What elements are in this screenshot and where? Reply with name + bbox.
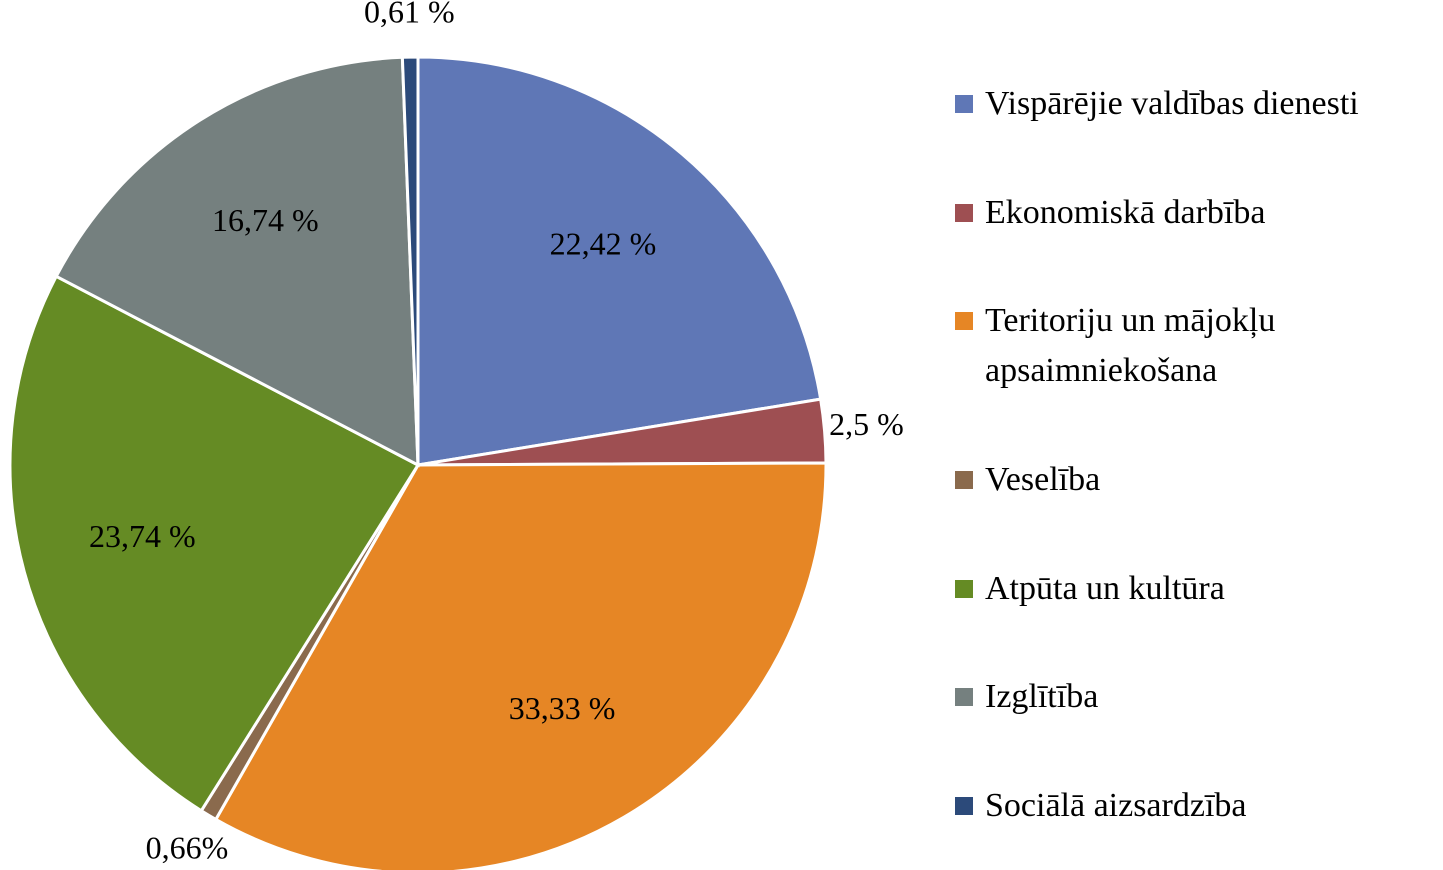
legend-item: Izglītība xyxy=(955,672,1435,722)
legend-swatch xyxy=(955,796,973,815)
pie-slice xyxy=(400,55,420,466)
legend-item: Ekonomiskā darbība xyxy=(955,188,1435,238)
data-label: 22,42 % xyxy=(550,226,657,262)
legend-label: Atpūta un kultūra xyxy=(985,569,1225,607)
data-label: 2,5 % xyxy=(829,406,904,442)
legend-label: Izglītība xyxy=(985,678,1099,716)
legend-label: Teritoriju un mājokļu apsaimniekošana xyxy=(985,302,1276,390)
legend-swatch xyxy=(955,312,973,331)
legend-label: Veselība xyxy=(985,460,1101,498)
pie-slice xyxy=(416,55,823,467)
legend-label: Sociālā aizsardzība xyxy=(985,786,1247,824)
legend-item: Teritoriju un mājokļu apsaimniekošana xyxy=(955,296,1435,396)
pie-slice xyxy=(8,274,421,813)
chart: 22,42 % 2,5 % 33,33 % 0,66% 23,74 % 16,74 % 0,… xyxy=(8,0,904,870)
legend-label: Vispārējie valdības dienesti xyxy=(985,85,1359,123)
legend: Vispārējie valdības dienesti Ekonomiskā d… xyxy=(955,50,1435,860)
legend-swatch xyxy=(955,95,973,114)
legend-swatch xyxy=(955,688,973,707)
data-label: 23,74 % xyxy=(89,518,196,554)
legend-swatch xyxy=(955,203,973,222)
data-label: 16,74 % xyxy=(212,202,319,238)
legend-label: Ekonomiskā darbība xyxy=(985,193,1266,231)
pie-slice xyxy=(54,55,420,468)
legend-item: Atpūta un kultūra xyxy=(955,564,1435,614)
legend-item: Vispārējie valdības dienesti xyxy=(955,79,1435,129)
data-label: 0,66% xyxy=(146,830,229,866)
legend-item: Sociālā aizsardzība xyxy=(955,781,1435,831)
pie-slice xyxy=(213,461,828,870)
legend-item: Veselība xyxy=(955,455,1435,505)
data-label: 33,33 % xyxy=(509,690,616,726)
legend-swatch xyxy=(955,470,973,489)
legend-swatch xyxy=(955,579,973,598)
data-label: 0,61 % xyxy=(364,0,455,29)
